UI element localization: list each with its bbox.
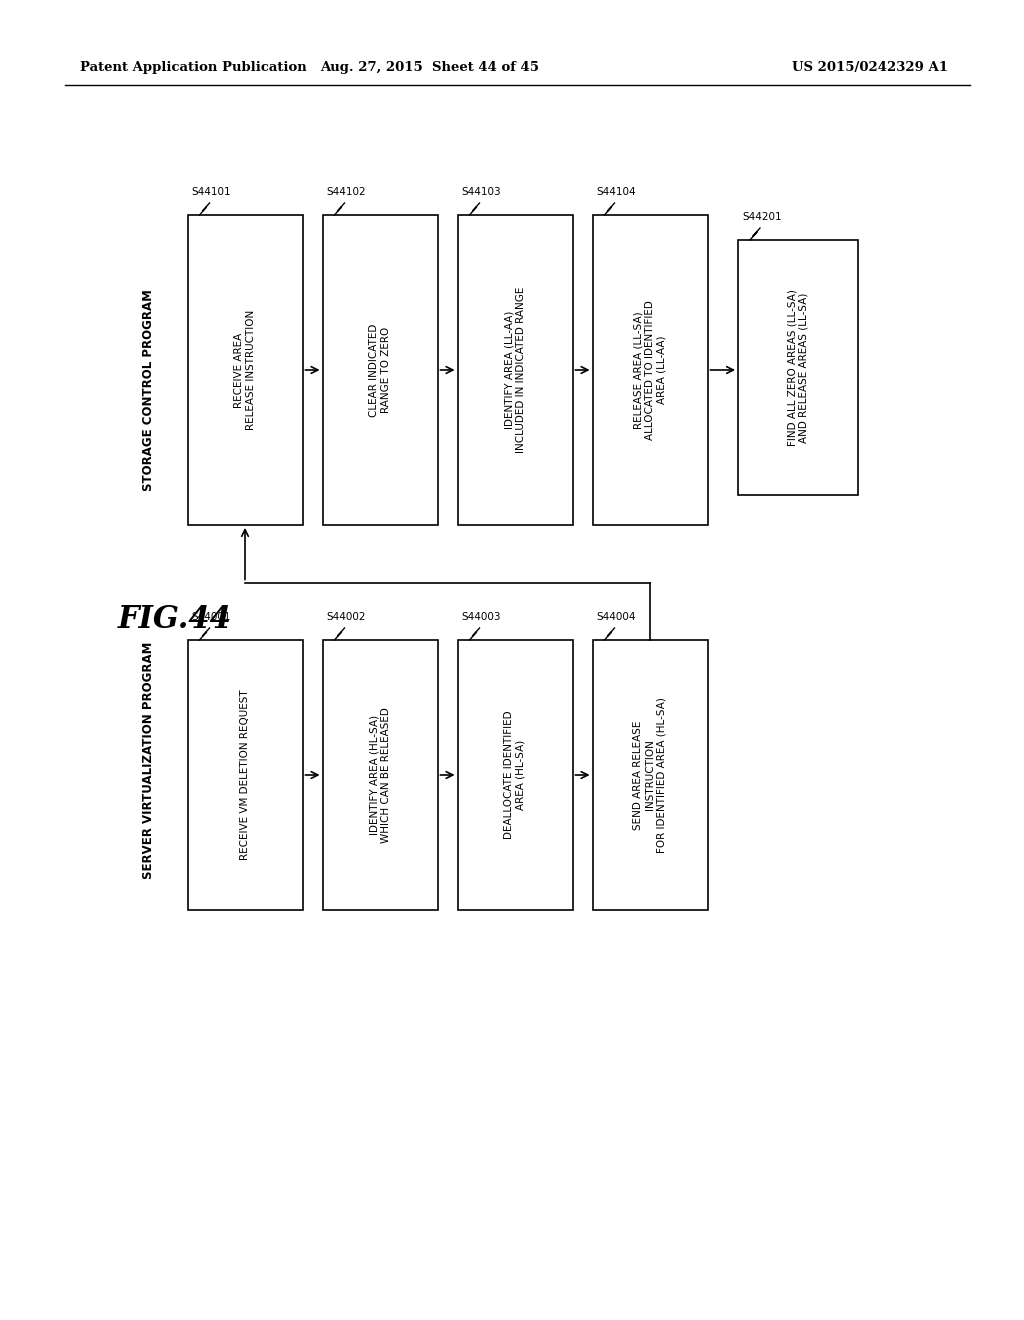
Text: S44201: S44201 [742,213,781,222]
Text: RELEASE AREA (LL-SA)
ALLOCATED TO IDENTIFIED
AREA (LL-AA): RELEASE AREA (LL-SA) ALLOCATED TO IDENTI… [634,300,667,440]
Text: RECEIVE AREA
RELEASE INSTRUCTION: RECEIVE AREA RELEASE INSTRUCTION [234,310,256,430]
Text: S44102: S44102 [327,187,367,197]
Text: Patent Application Publication: Patent Application Publication [80,62,307,74]
Text: IDENTIFY AREA (LL-AA)
INCLUDED IN INDICATED RANGE: IDENTIFY AREA (LL-AA) INCLUDED IN INDICA… [504,286,525,453]
Text: RECEIVE VM DELETION REQUEST: RECEIVE VM DELETION REQUEST [240,689,250,861]
Bar [323,215,437,525]
Text: SERVER VIRTUALIZATION PROGRAM: SERVER VIRTUALIZATION PROGRAM [141,642,155,879]
Bar [593,640,708,909]
Text: IDENTIFY AREA (HL-SA)
WHICH CAN BE RELEASED: IDENTIFY AREA (HL-SA) WHICH CAN BE RELEA… [370,708,391,843]
Bar [187,640,302,909]
Text: Aug. 27, 2015  Sheet 44 of 45: Aug. 27, 2015 Sheet 44 of 45 [321,62,540,74]
Text: S44104: S44104 [597,187,636,197]
Text: S44004: S44004 [597,612,636,622]
Text: S44003: S44003 [462,612,501,622]
Text: STORAGE CONTROL PROGRAM: STORAGE CONTROL PROGRAM [141,289,155,491]
Text: FIND ALL ZERO AREAS (LL-SA)
AND RELEASE AREAS (LL-SA): FIND ALL ZERO AREAS (LL-SA) AND RELEASE … [787,289,809,446]
Text: S44002: S44002 [327,612,366,622]
Text: S44101: S44101 [191,187,231,197]
Text: S44001: S44001 [191,612,231,622]
Bar [458,215,572,525]
Text: CLEAR INDICATED
RANGE TO ZERO: CLEAR INDICATED RANGE TO ZERO [370,323,391,417]
Text: DEALLOCATE IDENTIFIED
AREA (HL-SA): DEALLOCATE IDENTIFIED AREA (HL-SA) [504,710,525,840]
Text: SEND AREA RELEASE
INSTRUCTION
FOR IDENTIFIED AREA (HL-SA): SEND AREA RELEASE INSTRUCTION FOR IDENTI… [634,697,667,853]
Text: S44103: S44103 [462,187,501,197]
Text: FIG.44: FIG.44 [118,605,232,635]
Bar [458,640,572,909]
Bar [187,215,302,525]
Bar [323,640,437,909]
Text: US 2015/0242329 A1: US 2015/0242329 A1 [792,62,948,74]
Bar [738,240,858,495]
Bar [593,215,708,525]
